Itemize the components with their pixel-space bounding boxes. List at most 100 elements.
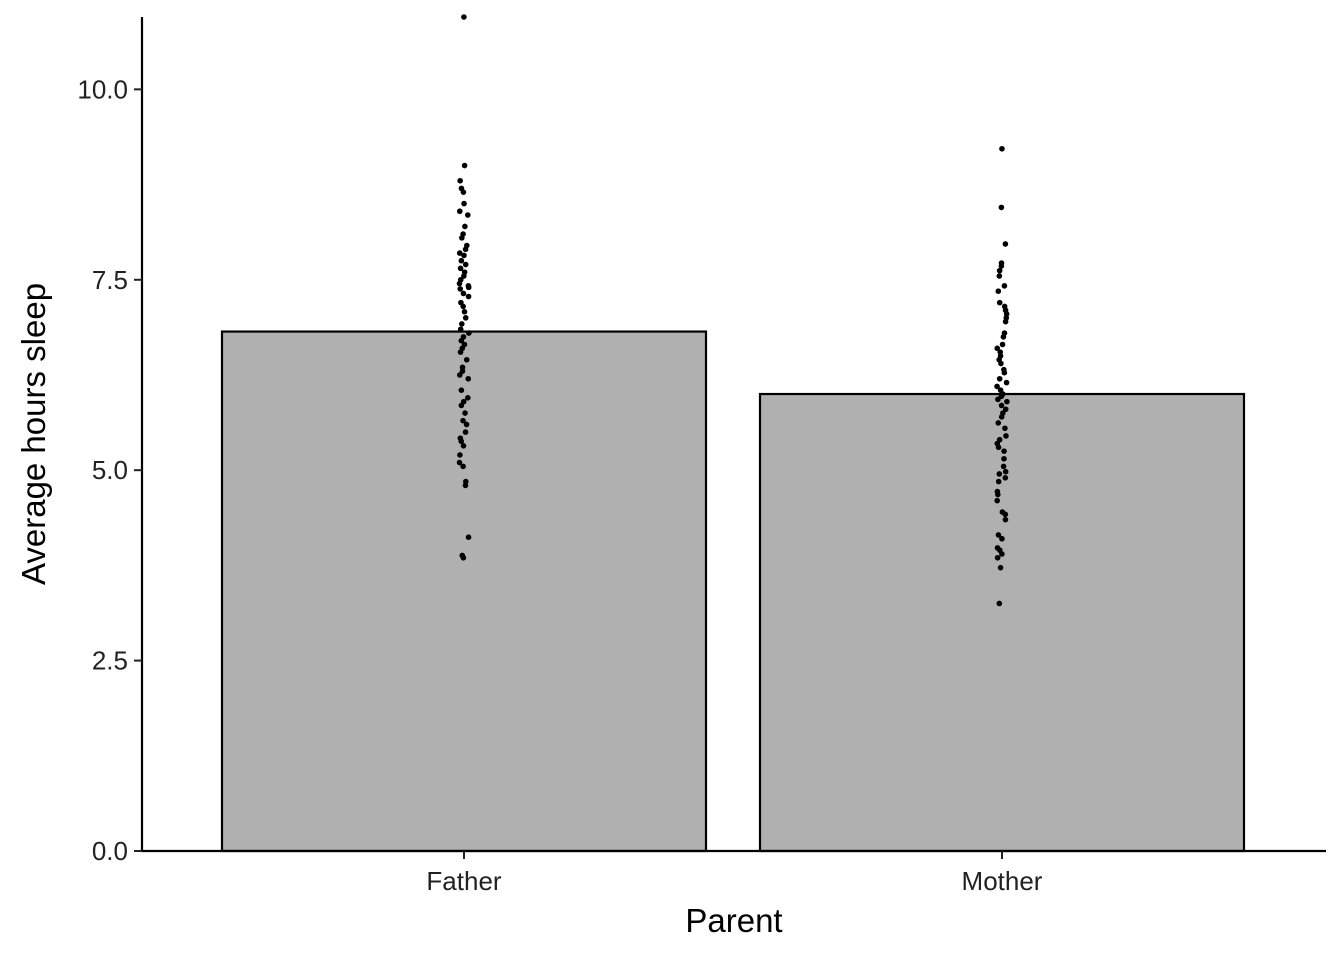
data-point-father xyxy=(460,303,466,310)
y-tick-label: 5.0 xyxy=(92,455,128,485)
data-point-mother xyxy=(999,551,1005,557)
data-point-mother xyxy=(1002,425,1008,432)
data-point-mother xyxy=(995,478,1002,485)
data-point-father xyxy=(462,223,468,230)
data-point-mother xyxy=(1003,379,1010,386)
data-point-father xyxy=(460,463,466,470)
data-point-father xyxy=(464,212,471,218)
bars-layer xyxy=(220,330,1246,853)
data-point-mother xyxy=(995,288,1002,294)
data-point-mother xyxy=(1002,241,1009,247)
data-point-mother xyxy=(994,497,1001,504)
data-point-mother xyxy=(995,532,1002,538)
data-point-father xyxy=(457,265,464,272)
data-point-father xyxy=(465,375,472,382)
data-point-mother xyxy=(994,554,1001,561)
data-point-father xyxy=(461,200,467,207)
data-point-father xyxy=(459,235,465,241)
data-point-mother xyxy=(994,383,1000,390)
data-point-mother xyxy=(998,204,1005,211)
data-point-father xyxy=(456,208,463,215)
data-point-father xyxy=(462,429,469,435)
data-point-father xyxy=(458,402,465,409)
data-point-father xyxy=(465,293,472,300)
y-tick-label: 0.0 xyxy=(92,836,128,866)
data-point-father xyxy=(461,308,468,315)
data-point-father xyxy=(462,410,468,416)
y-tick-label: 7.5 xyxy=(92,265,128,295)
data-point-mother xyxy=(999,341,1006,348)
data-point-mother xyxy=(998,414,1005,420)
data-point-father xyxy=(457,452,463,458)
data-point-mother xyxy=(1004,398,1010,405)
data-point-mother xyxy=(996,299,1003,306)
data-point-father xyxy=(458,387,465,394)
data-point-mother xyxy=(1001,455,1007,462)
data-point-father xyxy=(459,321,465,327)
y-tick-label: 10.0 xyxy=(77,74,128,104)
axes-layer xyxy=(140,17,1326,853)
data-point-mother xyxy=(1002,511,1009,518)
data-point-mother xyxy=(997,564,1004,571)
data-point-father xyxy=(460,290,467,297)
data-point-father xyxy=(456,459,463,466)
data-point-mother xyxy=(994,345,1001,352)
data-point-father xyxy=(465,534,472,541)
data-point-father xyxy=(462,246,469,253)
data-point-father xyxy=(462,315,469,321)
data-point-father xyxy=(463,421,470,428)
bar-mother xyxy=(758,392,1246,853)
ticks-layer: 0.0 2.5 5.0 7.5 10.0 Father Mother xyxy=(77,74,1042,896)
y-axis-title: Average hours sleep xyxy=(15,283,52,585)
data-point-mother xyxy=(1002,474,1009,481)
data-point-father xyxy=(456,280,463,287)
points-layer xyxy=(456,14,1010,607)
data-point-mother xyxy=(998,263,1005,269)
data-point-father xyxy=(456,372,463,378)
data-point-mother xyxy=(1000,463,1007,470)
data-point-mother xyxy=(996,471,1003,477)
data-point-father xyxy=(456,250,463,256)
data-point-mother xyxy=(1002,516,1009,523)
data-point-father xyxy=(462,261,469,268)
y-tick-label: 2.5 xyxy=(92,646,128,676)
data-point-mother xyxy=(1003,433,1009,439)
data-point-mother xyxy=(996,273,1003,279)
data-point-mother xyxy=(1000,334,1007,340)
data-point-mother xyxy=(1002,406,1009,413)
data-point-father xyxy=(466,330,472,336)
data-point-father xyxy=(458,257,465,264)
data-point-father xyxy=(457,326,464,333)
data-point-mother xyxy=(999,145,1005,152)
data-point-father xyxy=(460,443,467,449)
data-point-father xyxy=(460,417,466,424)
data-point-father xyxy=(461,273,467,279)
data-point-father xyxy=(461,162,468,169)
x-tick-label: Mother xyxy=(962,866,1043,896)
data-point-mother xyxy=(995,444,1002,451)
data-point-father xyxy=(457,177,463,184)
data-point-mother xyxy=(995,420,1002,426)
data-point-mother xyxy=(998,402,1005,409)
data-point-mother xyxy=(995,491,1001,498)
data-point-father xyxy=(463,356,470,363)
data-point-father xyxy=(457,286,464,292)
data-point-mother xyxy=(1001,369,1008,376)
data-point-father xyxy=(457,349,464,355)
data-point-father xyxy=(460,189,467,195)
data-point-mother xyxy=(996,375,1003,382)
data-point-father xyxy=(462,482,469,489)
data-point-mother xyxy=(995,396,1001,403)
data-point-mother xyxy=(996,267,1003,274)
data-point-father xyxy=(461,252,467,259)
data-point-mother xyxy=(1002,318,1009,325)
data-point-mother xyxy=(998,360,1004,367)
data-point-father xyxy=(465,284,472,291)
x-tick-label: Father xyxy=(426,866,501,896)
data-point-mother xyxy=(996,600,1003,607)
data-point-mother xyxy=(1002,468,1009,475)
data-point-father xyxy=(461,14,467,20)
data-point-mother xyxy=(999,535,1005,542)
data-point-father xyxy=(460,554,467,561)
